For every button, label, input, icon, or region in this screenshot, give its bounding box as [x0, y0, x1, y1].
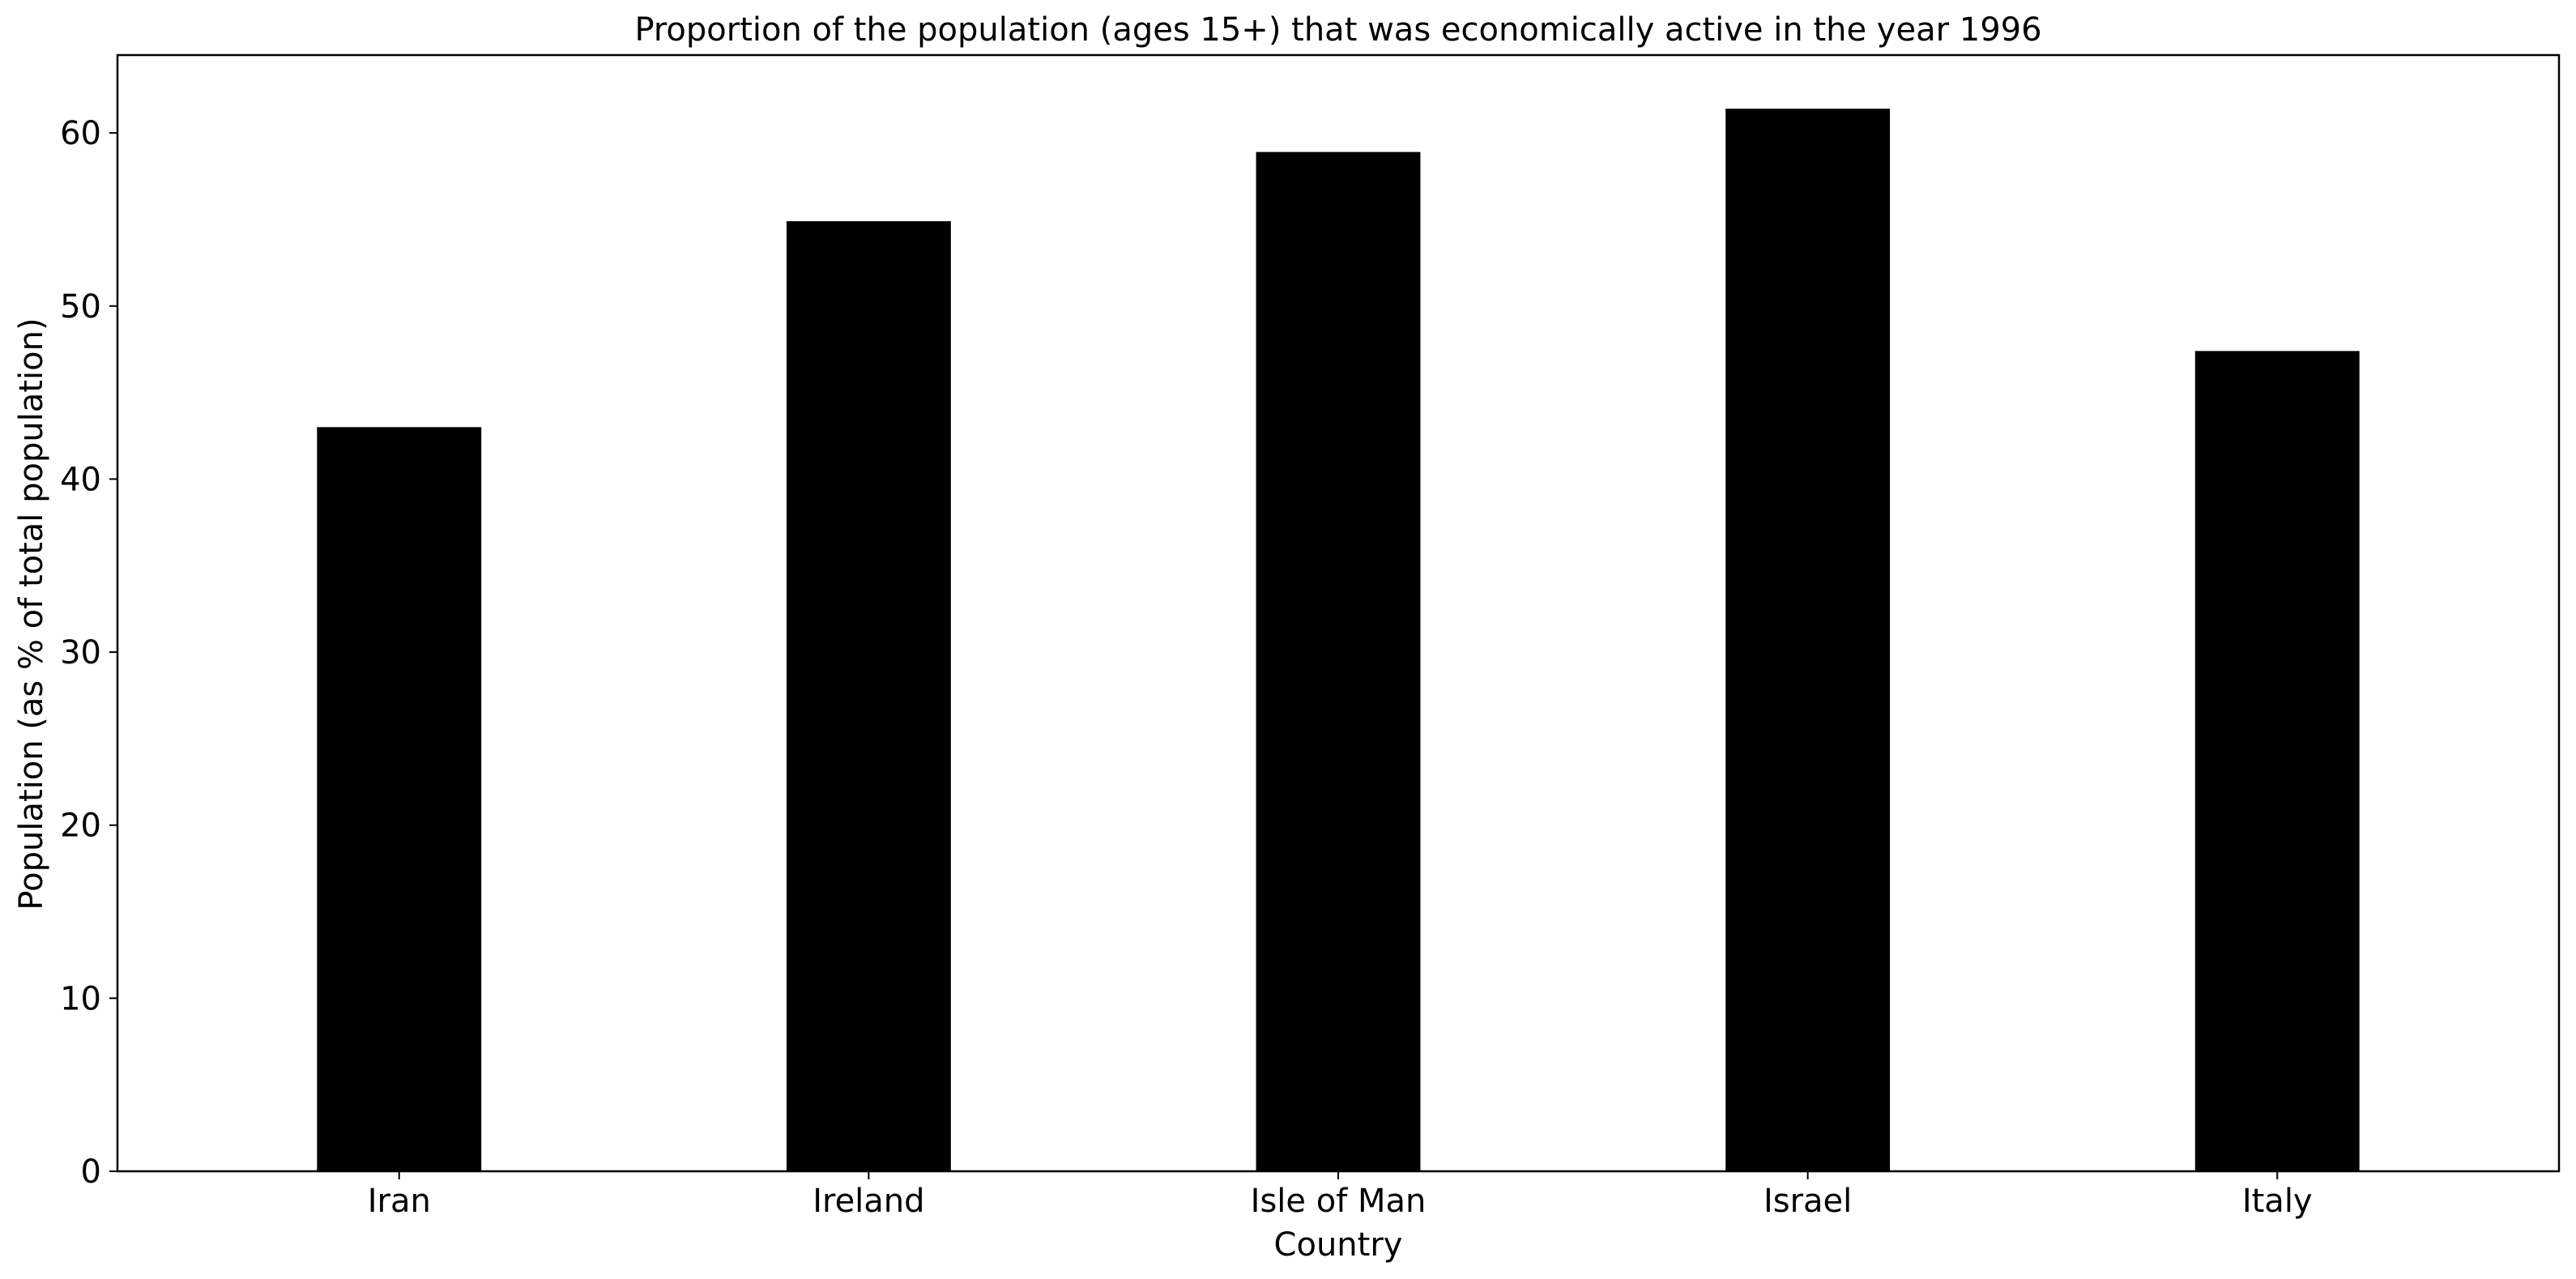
- y-tick-label: 50: [60, 288, 101, 326]
- chart-title: Proportion of the population (ages 15+) …: [634, 11, 2041, 49]
- bar-israel: [1725, 109, 1891, 1171]
- y-tick-label: 30: [60, 634, 101, 671]
- bars-group: [317, 109, 2360, 1172]
- y-axis: 0 10 20 30 40 50 60: [60, 115, 117, 1191]
- x-tick-label: Italy: [2242, 1183, 2313, 1220]
- x-axis: Iran Ireland Isle of Man Israel Italy: [368, 1171, 2313, 1220]
- y-tick-label: 10: [60, 980, 101, 1017]
- bar-italy: [2194, 351, 2360, 1172]
- y-tick-label: 60: [60, 115, 101, 152]
- x-tick-label: Ireland: [812, 1183, 924, 1220]
- x-axis-label: Country: [1274, 1226, 1403, 1264]
- x-tick-label: Israel: [1764, 1183, 1852, 1220]
- bar-iran: [317, 427, 482, 1171]
- y-tick-label: 0: [81, 1153, 101, 1191]
- bar-isle-of-man: [1256, 151, 1421, 1172]
- x-tick-label: Isle of Man: [1251, 1183, 1427, 1220]
- x-tick-label: Iran: [368, 1183, 431, 1220]
- bar-ireland: [786, 221, 951, 1172]
- y-tick-label: 40: [60, 461, 101, 498]
- plot-frame: [116, 53, 2561, 1173]
- y-axis-label: Population (as % of total population): [13, 318, 50, 910]
- y-tick-label: 20: [60, 808, 101, 845]
